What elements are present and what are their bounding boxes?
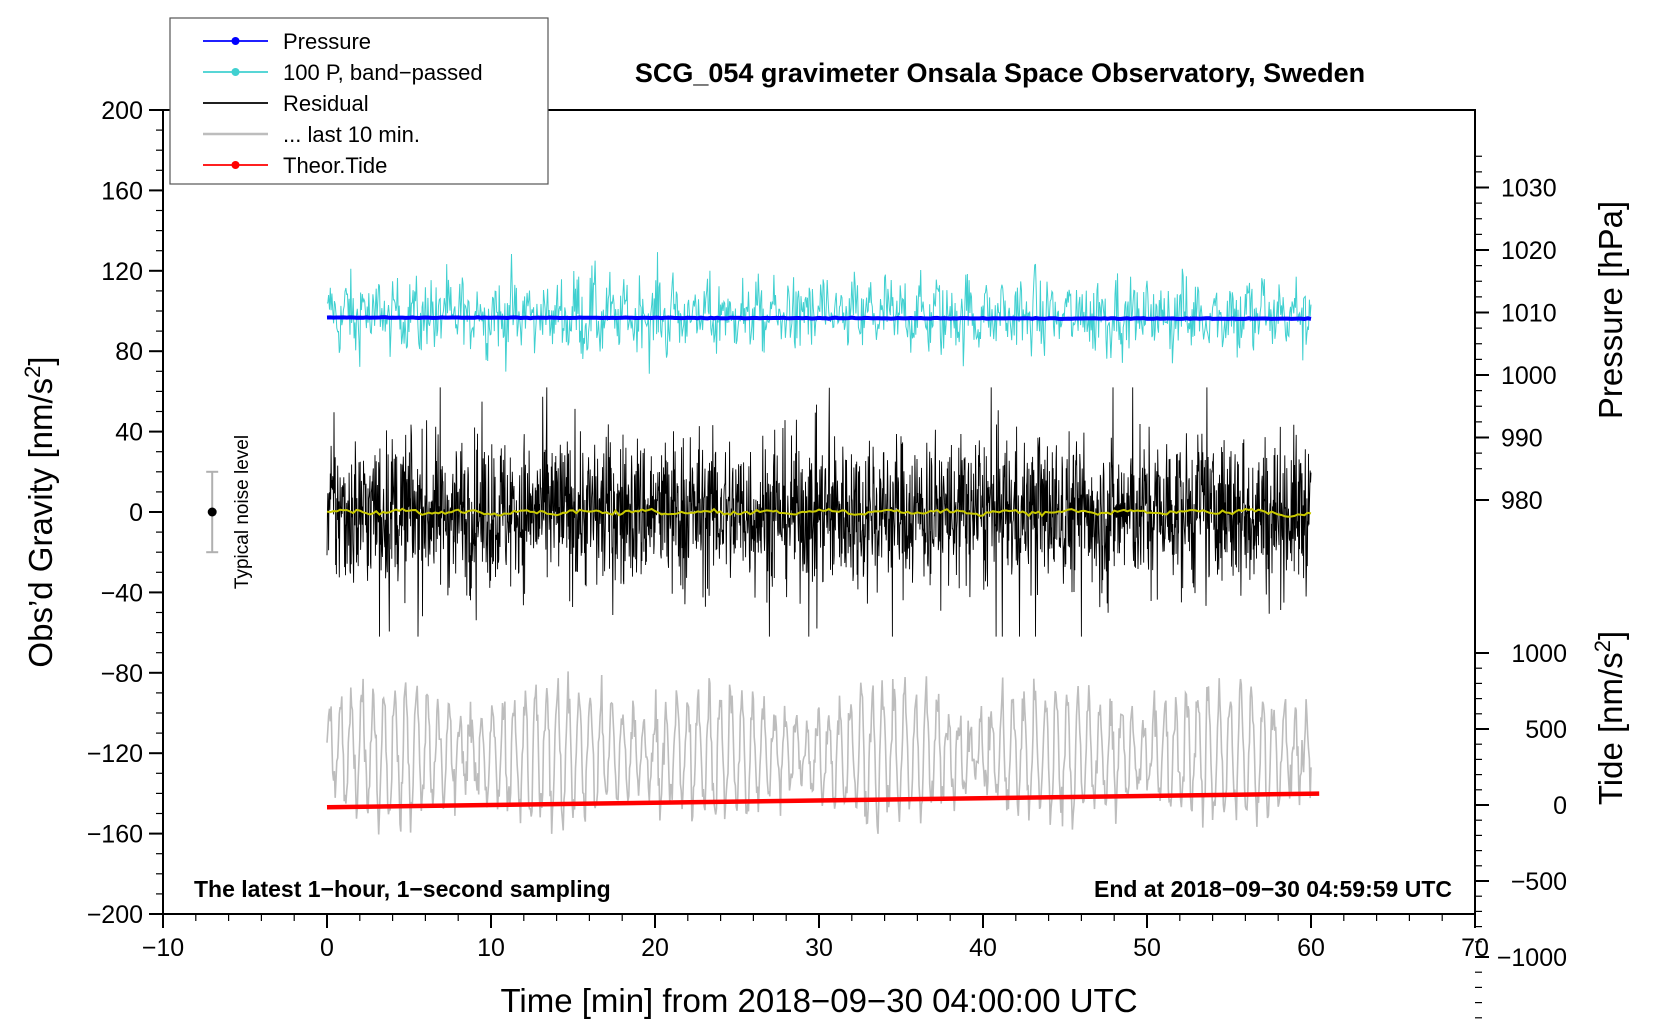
legend-swatch-marker (231, 37, 240, 45)
y-axis-left-title-close: ] (22, 356, 59, 365)
tide-tick-label: −500 (1511, 868, 1567, 896)
series-pressure (326, 315, 1312, 322)
annotation-bottom-left: The latest 1−hour, 1−second sampling (194, 876, 611, 902)
legend-items: Pressure 100 P, band−passed Residual ... la… (203, 29, 483, 178)
y-axis-left-title: Obs’d Gravity [nm/s2] (20, 356, 59, 667)
x-tick-label: 40 (969, 934, 997, 962)
y-axis-pressure-title: Pressure [hPa] (1592, 201, 1629, 419)
y-axis-tide-title-sup: 2 (1590, 640, 1615, 652)
pressure-tick-label: 1020 (1501, 237, 1557, 265)
y-tick-label: 0 (129, 499, 143, 527)
tide-tick-label: −1000 (1497, 944, 1567, 972)
y-tick-label: 80 (115, 338, 143, 366)
series-theor-tide (326, 791, 1320, 810)
series-residual (326, 387, 1312, 637)
legend-swatch-marker (231, 161, 240, 169)
chart-title: SCG_054 gravimeter Onsala Space Observat… (635, 58, 1365, 88)
noise-dot (207, 507, 217, 517)
y-tick-label: −160 (87, 821, 143, 849)
series-pressure-bandpassed (326, 252, 1312, 374)
y-axis-left-title-main: Obs’d Gravity [nm/s (22, 378, 59, 668)
y-axis-tide-title-main: Tide [nm/s (1592, 652, 1629, 805)
legend-item: Residual (203, 91, 369, 116)
pressure-tick-label: 1030 (1501, 175, 1557, 203)
y-tick-label: 200 (101, 97, 143, 125)
y-tick-label: −120 (87, 740, 143, 768)
x-tick-label: 60 (1297, 934, 1325, 962)
pressure-tick-label: 1000 (1501, 362, 1557, 390)
legend-item: ... last 10 min. (203, 122, 420, 147)
y-tick-label: 40 (115, 419, 143, 447)
series-residual-smoothed (326, 507, 1312, 518)
y-axis-tide-title: Tide [nm/s2] (1590, 631, 1629, 805)
y-axis-tide-title-close: ] (1592, 631, 1629, 640)
pressure-tick-label: 990 (1501, 425, 1543, 453)
plot-lines (326, 252, 1320, 835)
legend-swatch-marker (231, 68, 240, 76)
y-axis-left-title-sup: 2 (20, 366, 45, 378)
legend-item: Theor.Tide (203, 153, 387, 178)
x-tick-label: 10 (477, 934, 505, 962)
y-tick-label: 120 (101, 258, 143, 286)
x-tick-label: 50 (1133, 934, 1161, 962)
legend-item: Pressure (203, 29, 371, 54)
series-last-10-min (326, 671, 1312, 835)
x-tick-label: 30 (805, 934, 833, 962)
y-tick-label: −200 (87, 901, 143, 929)
legend-label: Theor.Tide (283, 153, 387, 178)
legend-label: ... last 10 min. (283, 122, 420, 147)
y-tick-label: −40 (101, 579, 143, 607)
x-tick-label: 0 (320, 934, 334, 962)
y-axis-pressure: 1030 1020 1010 1000 990 980 (1475, 155, 1557, 515)
noise-marker: Typical noise level (206, 435, 253, 589)
x-tick-label: 20 (641, 934, 669, 962)
x-tick-label: −10 (142, 934, 184, 962)
y-axis-left: 200 160 120 80 40 0 −40 −80 −120 −160 −200 (87, 97, 163, 929)
legend-label: Residual (283, 91, 369, 116)
legend-item: 100 P, band−passed (203, 60, 483, 85)
tide-tick-label: 0 (1553, 792, 1567, 820)
tide-tick-label: 500 (1525, 716, 1567, 744)
legend-label: Pressure (283, 29, 371, 54)
legend: Pressure 100 P, band−passed Residual ... la… (169, 17, 549, 185)
y-tick-label: −80 (101, 660, 143, 688)
annotation-bottom-right: End at 2018−09−30 04:59:59 UTC (1094, 876, 1452, 902)
x-axis-title: Time [min] from 2018−09−30 04:00:00 UTC (500, 982, 1137, 1019)
noise-label: Typical noise level (232, 435, 253, 589)
legend-box (169, 17, 549, 185)
y-tick-label: 160 (101, 177, 143, 205)
pressure-tick-label: 1010 (1501, 300, 1557, 328)
pressure-tick-label: 980 (1501, 487, 1543, 515)
legend-label: 100 P, band−passed (283, 60, 483, 85)
tide-tick-label: 1000 (1511, 640, 1567, 668)
